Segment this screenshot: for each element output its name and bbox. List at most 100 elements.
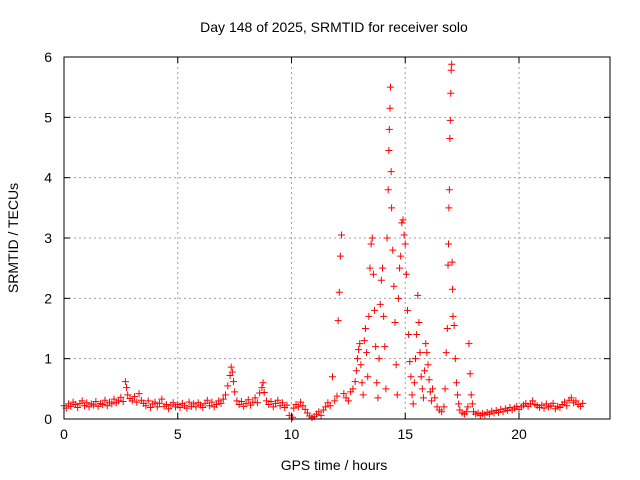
data-point (355, 346, 363, 354)
data-point (410, 379, 418, 387)
data-point (269, 403, 277, 411)
data-point (529, 397, 537, 405)
data-point (443, 325, 451, 332)
data-point (226, 372, 234, 380)
data-point (396, 264, 404, 272)
data-point (385, 125, 393, 133)
data-point (290, 404, 298, 412)
data-point (317, 411, 325, 419)
data-point (375, 355, 383, 363)
data-point (124, 391, 132, 399)
data-point (101, 396, 109, 404)
data-point (212, 401, 220, 409)
data-point (262, 397, 270, 405)
data-point (387, 168, 395, 176)
data-point (131, 393, 139, 401)
data-point (351, 378, 359, 386)
data-point (438, 408, 446, 416)
data-point (336, 252, 344, 260)
data-point (83, 399, 91, 407)
data-point (176, 404, 184, 412)
data-point (267, 398, 275, 406)
data-point (422, 340, 430, 348)
data-point (115, 397, 123, 405)
data-point (386, 83, 394, 91)
data-point (549, 399, 557, 407)
data-point (415, 318, 423, 326)
data-point (253, 399, 261, 407)
data-point (322, 403, 330, 411)
data-point (224, 382, 232, 390)
data-point (344, 397, 352, 405)
y-tick-label: 0 (44, 411, 52, 427)
data-point (406, 358, 414, 366)
data-point (463, 408, 471, 416)
data-point (405, 331, 413, 339)
data-point (441, 385, 449, 393)
data-point (446, 116, 454, 124)
data-point (394, 294, 402, 302)
data-point (274, 396, 282, 404)
data-point (297, 398, 305, 406)
data-point (326, 402, 334, 410)
y-tick-label: 4 (44, 170, 52, 186)
data-point (151, 398, 159, 406)
data-point (335, 288, 343, 296)
data-point (99, 401, 107, 409)
data-point (364, 373, 372, 381)
data-point (231, 388, 239, 396)
data-point (242, 399, 250, 407)
data-point (256, 389, 264, 397)
data-point (572, 397, 580, 405)
data-point (450, 321, 458, 329)
data-point (153, 403, 161, 411)
data-point (359, 391, 367, 399)
data-point (455, 400, 463, 408)
data-point (466, 370, 474, 378)
data-point (382, 385, 390, 393)
data-point (447, 66, 455, 74)
data-point (208, 398, 216, 406)
data-point (301, 405, 309, 413)
y-tick-label: 3 (44, 230, 52, 246)
data-point (446, 134, 454, 142)
data-point (289, 413, 297, 421)
data-point (338, 231, 346, 239)
data-point (390, 282, 398, 290)
data-point (449, 285, 457, 293)
data-point (379, 264, 386, 272)
data-point (121, 378, 129, 386)
y-tick-label: 6 (44, 49, 52, 65)
axis-ticks: 0 5 10 15 20 0 1 2 3 4 5 6 (44, 49, 610, 442)
data-point (464, 403, 472, 411)
data-point (108, 400, 116, 408)
data-point (363, 349, 371, 357)
data-point (334, 317, 342, 325)
data-point (366, 264, 374, 272)
data-point (447, 89, 455, 97)
data-point (119, 398, 127, 406)
data-point (468, 400, 476, 408)
data-point (227, 363, 235, 371)
data-point (249, 398, 257, 406)
data-point (401, 240, 409, 248)
data-point (374, 394, 382, 402)
data-point (400, 231, 408, 239)
data-point (229, 378, 237, 386)
data-point (368, 234, 376, 242)
x-tick-label: 0 (60, 426, 68, 442)
data-point (294, 403, 302, 411)
y-tick-label: 1 (44, 351, 52, 367)
data-point (391, 318, 399, 326)
data-point (183, 404, 191, 412)
data-point (219, 395, 227, 403)
data-point (431, 394, 439, 402)
data-point (158, 395, 166, 403)
data-point (393, 391, 401, 399)
data-point (144, 397, 152, 405)
x-tick-label: 5 (174, 426, 182, 442)
data-points (60, 60, 587, 423)
data-point (444, 240, 452, 248)
data-point (358, 379, 366, 387)
